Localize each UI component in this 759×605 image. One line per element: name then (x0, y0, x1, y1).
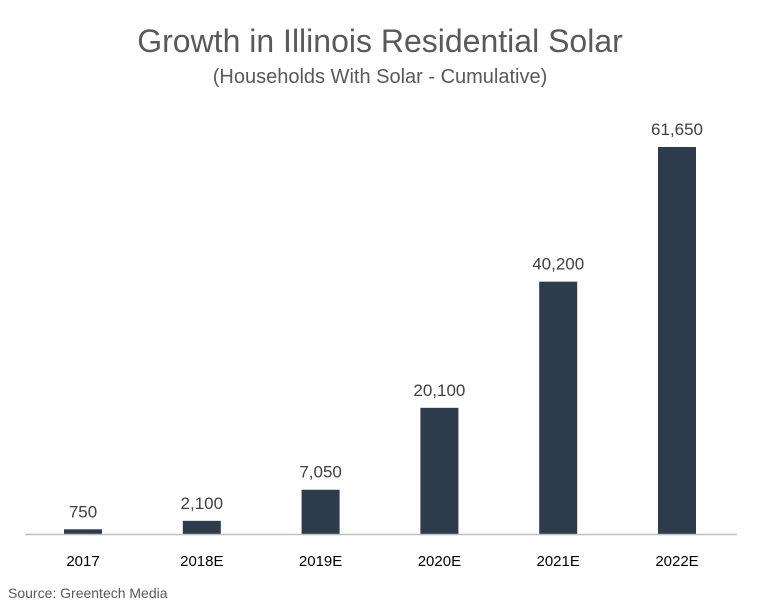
bar-2021E (539, 281, 578, 534)
x-tick-label: 2021E (537, 553, 580, 570)
data-label: 61,650 (651, 120, 703, 139)
bar-2018E (182, 520, 221, 534)
data-label: 750 (69, 502, 97, 521)
data-label: 20,100 (413, 381, 465, 400)
bar-2017 (64, 529, 102, 534)
data-label: 2,100 (181, 494, 224, 513)
x-tick-label: 2019E (299, 553, 342, 570)
x-tick-label: 2022E (655, 553, 698, 570)
x-tick-label: 2020E (418, 553, 461, 570)
chart-title: Growth in Illinois Residential Solar (137, 23, 623, 59)
chart-subtitle: (Households With Solar - Cumulative) (213, 66, 548, 88)
data-label: 40,200 (532, 255, 584, 274)
x-tick-label: 2018E (180, 553, 223, 570)
bar-2022E (658, 147, 696, 534)
data-label: 7,050 (299, 463, 342, 482)
bar-2020E (420, 407, 459, 534)
x-tick-label: 2017 (66, 553, 99, 570)
bar-2019E (301, 489, 340, 534)
source-note: Source: Greentech Media (8, 585, 168, 601)
